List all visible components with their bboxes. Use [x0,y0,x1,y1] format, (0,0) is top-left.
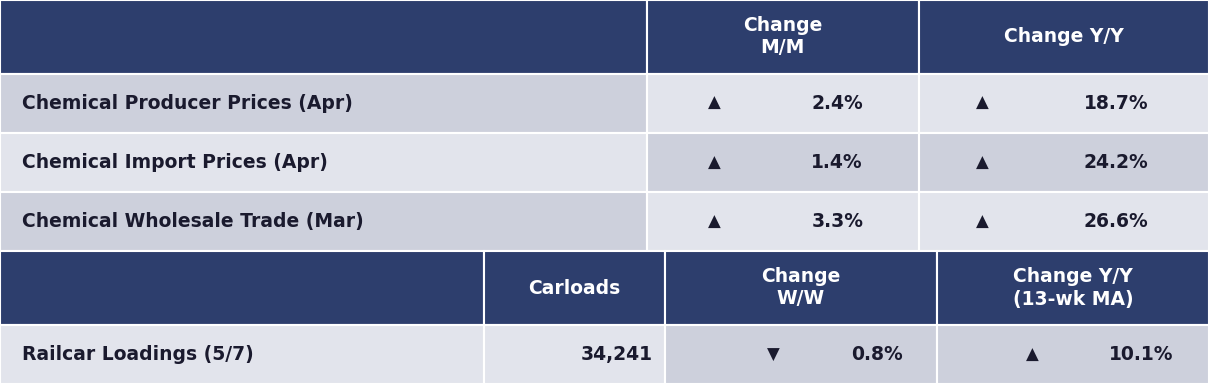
Bar [665,325,937,384]
Text: Change
M/M: Change M/M [744,17,822,58]
Text: Chemical Wholesale Trade (Mar): Chemical Wholesale Trade (Mar) [22,212,364,231]
Text: Change
W/W: Change W/W [762,268,840,308]
Text: Railcar Loadings (5/7): Railcar Loadings (5/7) [22,345,254,364]
Text: 2.4%: 2.4% [811,94,863,113]
Bar [647,74,919,133]
Text: Change Y/Y
(13-wk MA): Change Y/Y (13-wk MA) [1013,268,1133,308]
Bar [919,0,1209,74]
Text: Change Y/Y: Change Y/Y [1003,27,1124,46]
Text: ▲: ▲ [977,154,989,172]
Bar [919,133,1209,192]
Text: 3.3%: 3.3% [811,212,863,231]
Text: 18.7%: 18.7% [1083,94,1149,113]
Bar [937,325,1209,384]
Bar [0,74,647,133]
Bar [0,192,647,251]
Text: 1.4%: 1.4% [811,153,863,172]
Text: ▲: ▲ [708,154,722,172]
Text: ▲: ▲ [708,94,722,113]
Text: 26.6%: 26.6% [1083,212,1149,231]
Text: ▲: ▲ [1025,346,1039,364]
Bar [0,0,647,74]
Text: ▼: ▼ [768,346,780,364]
Bar [937,251,1209,325]
Bar [647,0,919,74]
Text: Carloads: Carloads [528,278,620,298]
Text: ▲: ▲ [977,94,989,113]
Bar [484,325,665,384]
Text: 10.1%: 10.1% [1109,345,1173,364]
Text: 0.8%: 0.8% [851,345,903,364]
Bar [647,192,919,251]
Bar [0,133,647,192]
Text: 24.2%: 24.2% [1083,153,1149,172]
Text: ▲: ▲ [977,212,989,230]
Bar [665,251,937,325]
Text: ▲: ▲ [708,212,722,230]
Bar [484,251,665,325]
Text: 34,241: 34,241 [580,345,653,364]
Bar [647,133,919,192]
Bar [0,325,484,384]
Bar [919,192,1209,251]
Text: Chemical Import Prices (Apr): Chemical Import Prices (Apr) [22,153,328,172]
Bar [0,251,484,325]
Bar [919,74,1209,133]
Text: Chemical Producer Prices (Apr): Chemical Producer Prices (Apr) [22,94,353,113]
